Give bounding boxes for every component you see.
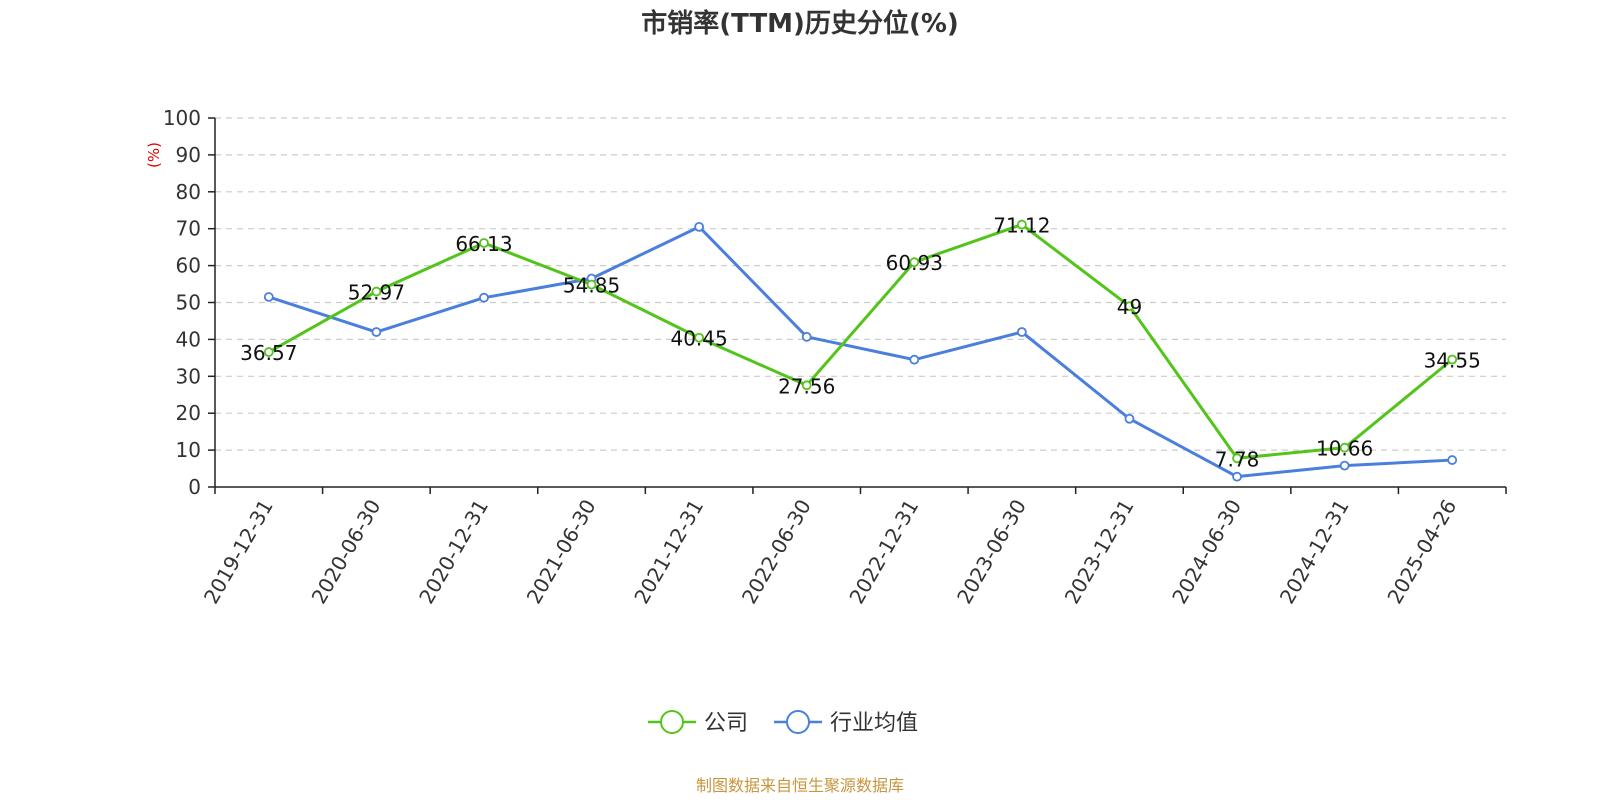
legend-marker <box>660 710 684 734</box>
data-point[interactable] <box>479 238 489 248</box>
y-axis-label: (%) <box>145 142 163 168</box>
axes: 0 10 20 30 40 50 60 70 80 90 100 2019-12-31 2020-06-… <box>163 106 1507 608</box>
data-label: 54.85 <box>563 274 620 298</box>
legend[interactable]: 公司 行业均值 <box>648 710 918 736</box>
data-label: 60.93 <box>886 251 943 275</box>
data-point[interactable] <box>586 279 597 290</box>
x-tick-label: 2025-04-26 <box>1382 495 1461 608</box>
y-tick-label: 20 <box>176 401 201 425</box>
y-tick-label: 80 <box>176 180 201 204</box>
data-label: 66.13 <box>455 232 512 256</box>
data-point[interactable] <box>1447 354 1458 365</box>
data-label: 34.55 <box>1424 349 1481 373</box>
y-tick-label: 30 <box>176 364 201 388</box>
data-label: 71.12 <box>993 214 1050 238</box>
grid <box>215 117 1506 451</box>
legend-label: 公司 <box>704 711 748 736</box>
data-label: 36.57 <box>240 341 297 365</box>
data-point[interactable] <box>479 292 489 303</box>
series-line-1 <box>268 225 1453 479</box>
data-point[interactable] <box>263 347 274 357</box>
x-tick-label: 2019-12-31 <box>199 495 278 608</box>
y-tick-label: 10 <box>176 438 201 462</box>
data-point[interactable] <box>801 331 812 342</box>
data-point[interactable] <box>1339 442 1350 453</box>
x-tick-label: 2023-06-30 <box>952 495 1031 608</box>
series <box>263 219 1458 482</box>
y-tick-label: 90 <box>176 143 201 167</box>
legend-marker <box>786 710 810 734</box>
data-point[interactable] <box>1232 471 1242 482</box>
x-tick-label: 2020-12-31 <box>414 495 493 608</box>
x-tick-label: 2023-12-31 <box>1060 495 1139 608</box>
data-point[interactable] <box>909 354 920 365</box>
x-tick-label: 2021-12-31 <box>629 495 708 608</box>
data-label: 10.66 <box>1316 437 1373 461</box>
legend-item-0[interactable]: 公司 <box>648 710 748 736</box>
data-label: 7.78 <box>1215 447 1260 471</box>
data-label: 40.45 <box>670 327 727 351</box>
data-point[interactable] <box>1124 301 1135 312</box>
chart-title: 市销率(TTM)历史分位(%) <box>641 8 959 39</box>
data-point[interactable] <box>1339 460 1350 471</box>
data-point[interactable] <box>801 380 812 391</box>
data-point[interactable] <box>371 286 382 297</box>
data-point[interactable] <box>694 221 705 232</box>
x-tick-label: 2022-06-30 <box>737 495 816 608</box>
y-tick-label: 70 <box>176 217 201 241</box>
data-point[interactable] <box>909 257 920 268</box>
data-label: 49 <box>1117 295 1142 319</box>
data-point[interactable] <box>1124 413 1135 424</box>
data-point[interactable] <box>694 332 705 343</box>
x-tick-label: 2020-06-30 <box>307 495 386 608</box>
data-point[interactable] <box>1016 219 1027 230</box>
data-point[interactable] <box>1447 455 1458 465</box>
legend-item-1[interactable]: 行业均值 <box>774 710 918 736</box>
x-tick-label: 2024-12-31 <box>1275 495 1354 608</box>
data-label: 52.97 <box>348 281 405 305</box>
x-tick-label: 2024-06-30 <box>1167 495 1246 608</box>
series-line-0 <box>268 223 1454 460</box>
data-label: 27.56 <box>778 374 835 398</box>
x-tick-label: 2021-06-30 <box>522 495 601 608</box>
y-tick-label: 60 <box>176 254 201 278</box>
x-tick-label: 2022-12-31 <box>844 495 923 608</box>
y-tick-label: 40 <box>176 327 201 351</box>
data-labels: 36.57 52.97 66.13 54.85 40.45 27.56 60.93 71.12… <box>240 214 1481 472</box>
data-point[interactable] <box>1016 327 1027 337</box>
data-point[interactable] <box>1232 453 1242 464</box>
y-tick-label: 50 <box>176 291 201 315</box>
source-note: 制图数据来自恒生聚源数据库 <box>696 776 904 795</box>
legend-label: 行业均值 <box>830 711 918 736</box>
y-tick-label: 100 <box>163 106 201 130</box>
data-point[interactable] <box>371 327 382 337</box>
data-point[interactable] <box>263 292 274 302</box>
y-tick-label: 0 <box>188 475 201 499</box>
